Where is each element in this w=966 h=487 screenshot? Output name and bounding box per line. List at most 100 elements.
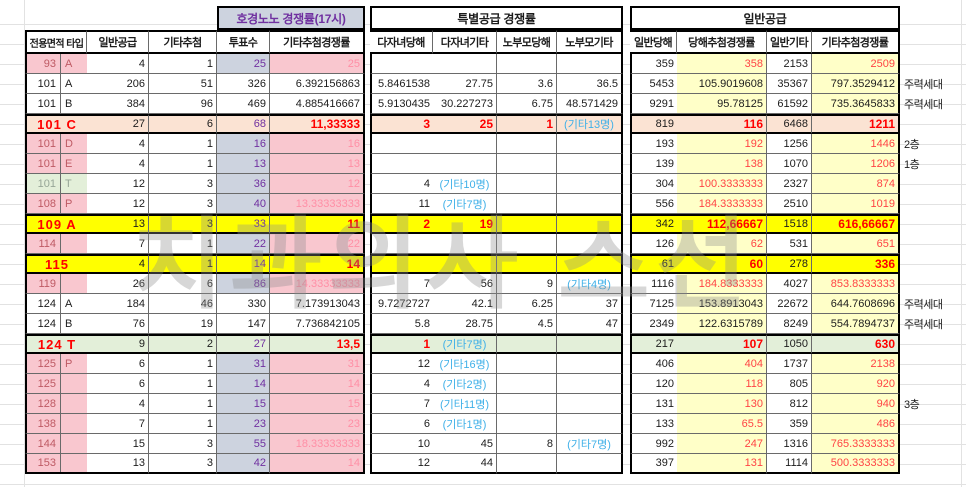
cell[interactable]: 6 <box>87 354 149 374</box>
cell[interactable]: 554.7894737 <box>812 314 900 334</box>
cell[interactable]: 192 <box>677 134 767 154</box>
cell[interactable]: 5.8461538 <box>370 74 433 94</box>
column-header[interactable]: 기타추첨 <box>149 30 217 54</box>
cell[interactable]: 47 <box>557 314 623 334</box>
cell[interactable]: 2349 <box>630 314 677 334</box>
cell[interactable]: 616,66667 <box>812 214 900 234</box>
cell[interactable] <box>433 254 497 274</box>
cell[interactable]: 23 <box>270 414 365 434</box>
row-label[interactable]: 93 A <box>25 54 87 74</box>
cell[interactable]: 193 <box>630 134 677 154</box>
cell[interactable]: 336 <box>812 254 900 274</box>
row-label[interactable]: 109 A <box>25 214 87 234</box>
cell[interactable]: 5453 <box>630 74 677 94</box>
cell[interactable] <box>557 194 623 214</box>
cell[interactable]: 68 <box>217 114 270 134</box>
cell[interactable]: 12 <box>87 194 149 214</box>
group-header-special-supply[interactable]: 특별공급 경쟁률 <box>370 6 623 30</box>
cell[interactable]: 131 <box>677 454 767 474</box>
group-header-general-supply[interactable]: 일반공급 <box>630 6 900 30</box>
column-header[interactable]: 투표수 <box>217 30 270 54</box>
cell[interactable]: 13.33333333 <box>270 194 365 214</box>
cell[interactable]: 3 <box>149 434 217 454</box>
cell[interactable]: 130 <box>677 394 767 414</box>
cell[interactable]: 65.5 <box>677 414 767 434</box>
cell[interactable]: 14 <box>217 254 270 274</box>
row-label[interactable]: 101 D <box>25 134 87 154</box>
cell[interactable]: 4 <box>87 134 149 154</box>
row-label[interactable]: 108 P <box>25 194 87 214</box>
cell[interactable]: 116 <box>677 114 767 134</box>
cell[interactable]: 19 <box>433 214 497 234</box>
cell[interactable]: 1070 <box>767 154 812 174</box>
cell[interactable] <box>497 354 557 374</box>
cell[interactable]: 3 <box>370 114 433 134</box>
cell[interactable]: 31 <box>217 354 270 374</box>
cell[interactable]: 9.7272727 <box>370 294 433 314</box>
cell[interactable]: 1 <box>497 114 557 134</box>
cell[interactable]: 819 <box>630 114 677 134</box>
cell[interactable] <box>497 414 557 434</box>
cell[interactable]: 10 <box>370 434 433 454</box>
cell[interactable]: 9 <box>87 334 149 354</box>
cell[interactable]: 1518 <box>767 214 812 234</box>
cell[interactable]: 342 <box>630 214 677 234</box>
cell[interactable]: 11,33333 <box>270 114 365 134</box>
cell[interactable]: 15 <box>87 434 149 454</box>
cell[interactable] <box>497 54 557 74</box>
column-header[interactable]: 전용면적 타입 <box>25 30 87 54</box>
cell[interactable]: 153.8913043 <box>677 294 767 314</box>
cell[interactable]: 95.78125 <box>677 94 767 114</box>
cell[interactable]: 48.571429 <box>557 94 623 114</box>
cell[interactable]: 3 <box>149 454 217 474</box>
cell[interactable]: 384 <box>87 94 149 114</box>
cell[interactable]: 1 <box>149 134 217 154</box>
cell[interactable]: 9 <box>497 274 557 294</box>
cell[interactable]: 100.3333333 <box>677 174 767 194</box>
cell[interactable]: 16 <box>217 134 270 154</box>
cell[interactable]: 51 <box>149 74 217 94</box>
row-label[interactable]: 101 B <box>25 94 87 114</box>
cell[interactable]: 4027 <box>767 274 812 294</box>
row-label[interactable]: 138 <box>25 414 87 434</box>
cell[interactable]: 31 <box>270 354 365 374</box>
cell[interactable]: (기타16명) <box>433 354 497 374</box>
row-label[interactable]: 101 E <box>25 154 87 174</box>
cell[interactable]: 14 <box>270 374 365 394</box>
cell[interactable]: 16 <box>270 134 365 154</box>
cell[interactable]: 2509 <box>812 54 900 74</box>
cell[interactable]: 28.75 <box>433 314 497 334</box>
cell[interactable]: 1211 <box>812 114 900 134</box>
cell[interactable]: 86 <box>217 274 270 294</box>
cell[interactable]: (기타4명) <box>557 274 623 294</box>
cell[interactable]: 1 <box>149 354 217 374</box>
cell[interactable] <box>370 54 433 74</box>
cell[interactable]: 1 <box>149 414 217 434</box>
cell[interactable]: 56 <box>433 274 497 294</box>
cell[interactable]: 304 <box>630 174 677 194</box>
cell[interactable]: 61 <box>630 254 677 274</box>
row-label[interactable]: 119 <box>25 274 87 294</box>
cell[interactable]: 42.1 <box>433 294 497 314</box>
cell[interactable]: 23 <box>217 414 270 434</box>
cell[interactable]: 359 <box>630 54 677 74</box>
column-header[interactable]: 다자녀기타 <box>433 30 497 54</box>
cell[interactable]: 11 <box>370 194 433 214</box>
cell[interactable]: 8249 <box>767 314 812 334</box>
cell[interactable] <box>557 174 623 194</box>
cell[interactable] <box>433 154 497 174</box>
cell[interactable]: 184.8333333 <box>677 274 767 294</box>
cell[interactable]: 1 <box>370 334 433 354</box>
row-label[interactable]: 128 <box>25 394 87 414</box>
cell[interactable]: 14 <box>217 374 270 394</box>
cell[interactable]: 5.8 <box>370 314 433 334</box>
cell[interactable]: 44 <box>433 454 497 474</box>
row-label[interactable]: 114 <box>25 234 87 254</box>
cell[interactable] <box>557 254 623 274</box>
cell[interactable]: 25 <box>270 54 365 74</box>
cell[interactable]: 4 <box>370 374 433 394</box>
cell[interactable]: 22672 <box>767 294 812 314</box>
cell[interactable]: 4 <box>370 174 433 194</box>
cell[interactable]: 7 <box>87 414 149 434</box>
cell[interactable]: 6.25 <box>497 294 557 314</box>
